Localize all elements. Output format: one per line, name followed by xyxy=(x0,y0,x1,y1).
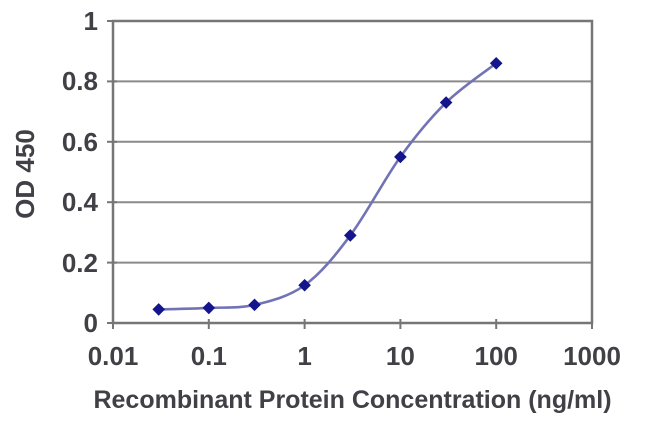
x-tick-label: 1000 xyxy=(563,341,621,371)
data-point-marker xyxy=(489,56,503,70)
x-tick-label: 100 xyxy=(474,341,518,371)
series-curve xyxy=(158,62,498,311)
data-point-marker xyxy=(439,96,453,109)
x-tick-label: 0.1 xyxy=(190,341,227,371)
y-tick-label: 0.8 xyxy=(61,66,98,97)
x-axis-title: Recombinant Protein Concentration (ng/ml… xyxy=(93,386,612,414)
x-tick-label: 1 xyxy=(297,341,312,371)
data-point-marker xyxy=(298,278,311,292)
data-point-marker xyxy=(202,301,216,315)
y-tick-label: 1 xyxy=(83,6,98,36)
y-tick-label: 0 xyxy=(83,308,98,338)
x-tick-label: 0.01 xyxy=(87,341,139,371)
data-point-marker xyxy=(344,229,357,242)
data-point-marker xyxy=(152,303,166,316)
x-tick-label: 10 xyxy=(385,341,415,371)
y-tick-label: 0.2 xyxy=(61,247,98,278)
data-point-marker xyxy=(248,298,261,312)
y-tick-label: 0.6 xyxy=(61,126,98,157)
data-point-marker xyxy=(394,150,407,164)
plot-frame xyxy=(111,19,594,325)
y-tick-label: 0.4 xyxy=(61,187,98,218)
